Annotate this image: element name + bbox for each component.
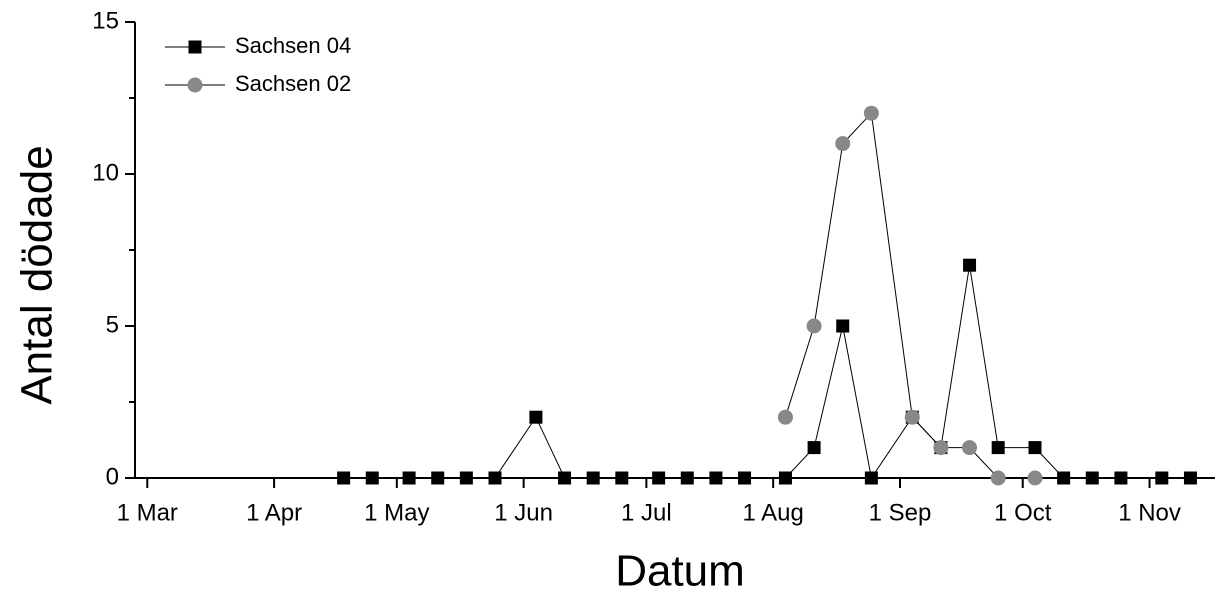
x-tick-label: 1 Apr [246,499,302,526]
data-point [807,441,821,455]
x-tick-label: 1 Mar [117,499,178,526]
legend-label: Sachsen 02 [235,71,351,96]
data-point [1085,471,1099,485]
y-axis-title: Antal dödade [13,145,62,404]
data-point [1028,441,1042,455]
data-point [904,409,920,425]
legend-marker [187,77,203,93]
data-point [529,410,543,424]
data-point [1057,471,1071,485]
data-point [431,471,445,485]
data-point [615,471,629,485]
data-point [963,258,977,272]
data-point [962,440,978,456]
x-tick-label: 1 Jul [621,499,672,526]
data-point [806,318,822,334]
legend-marker [188,40,202,54]
data-point [459,471,473,485]
data-point [1155,471,1169,485]
data-point [778,471,792,485]
data-point [652,471,666,485]
data-point [558,471,572,485]
data-point [1027,470,1043,486]
data-point [990,470,1006,486]
data-point [586,471,600,485]
x-tick-label: 1 May [364,499,429,526]
data-point [337,471,351,485]
y-tick-label: 10 [92,159,119,186]
data-point [365,471,379,485]
data-point [991,441,1005,455]
data-point [835,136,851,152]
x-tick-label: 1 Jun [494,499,553,526]
data-point [680,471,694,485]
data-point [488,471,502,485]
data-point [709,471,723,485]
data-point [863,105,879,121]
data-point [1183,471,1197,485]
legend-label: Sachsen 04 [235,33,351,58]
data-point [864,471,878,485]
x-axis-title: Datum [615,547,745,592]
data-point [402,471,416,485]
data-point [836,319,850,333]
data-point [777,409,793,425]
y-tick-label: 15 [92,7,119,34]
series-line [343,265,1191,480]
x-tick-label: 1 Aug [742,499,803,526]
x-tick-label: 1 Nov [1118,499,1181,526]
data-point [933,440,949,456]
x-tick-label: 1 Oct [994,499,1052,526]
data-point [738,471,752,485]
y-tick-label: 0 [106,463,119,490]
x-tick-label: 1 Sep [869,499,932,526]
y-tick-label: 5 [106,311,119,338]
data-point [1114,471,1128,485]
